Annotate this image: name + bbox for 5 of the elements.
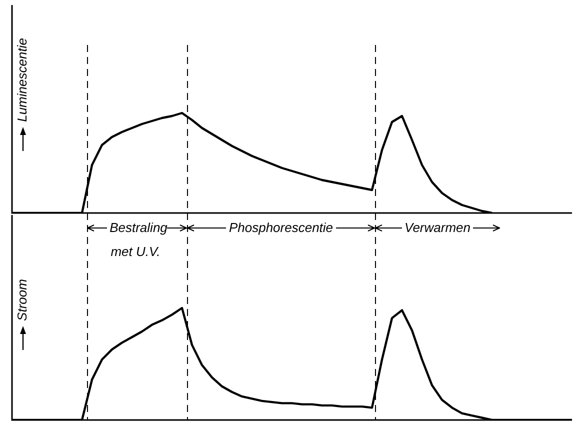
text: Phosphorescentie: [226, 220, 336, 235]
text: Bestraling met U.V.: [106, 220, 168, 259]
text: Verwarmen: [402, 220, 474, 235]
y-axis-title: Stroom: [14, 278, 30, 321]
y-axis-title: Luminescentie: [14, 38, 30, 122]
